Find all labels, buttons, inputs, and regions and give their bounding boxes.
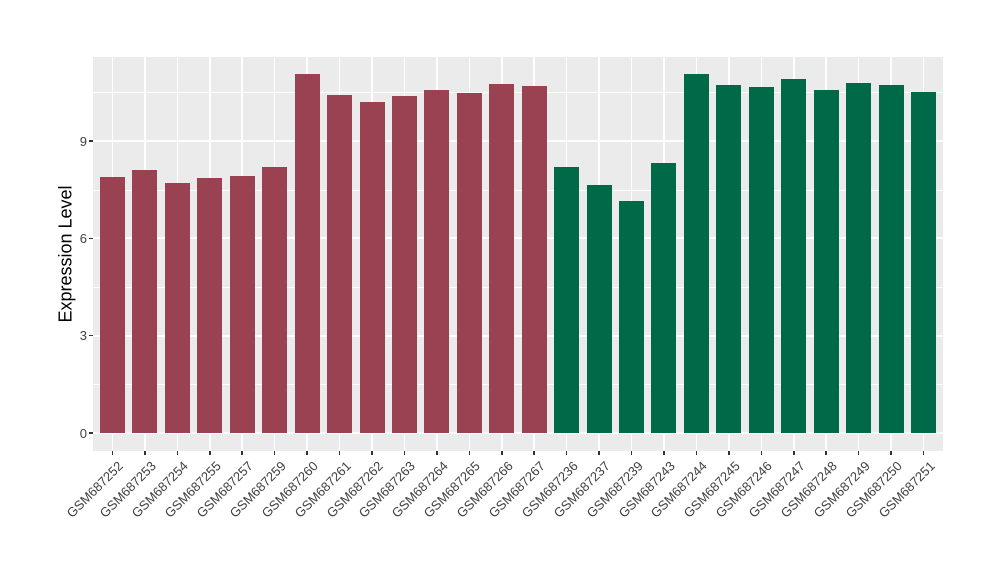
x-tick-mark [630,451,633,455]
bar [294,73,320,433]
bar [262,166,288,433]
x-tick-mark [241,451,243,455]
bar [554,166,580,433]
y-tick-mark [89,237,93,240]
x-tick-mark [306,451,308,455]
y-axis-title: Expression Level [55,185,76,323]
y-tick-mark [89,432,93,434]
x-tick-mark [695,451,698,455]
y-tick-label: 9 [79,133,87,149]
gridline-major [93,334,943,337]
bar [748,86,774,433]
y-tick-mark [89,334,93,337]
x-tick-mark [403,451,406,455]
x-tick-mark [760,451,763,455]
x-tick-mark [922,451,925,455]
y-tick-label: 3 [79,328,87,344]
bar [327,94,353,433]
bar [813,89,839,433]
x-tick-mark [273,451,276,455]
x-tick-mark [857,451,860,455]
gridline-major [93,140,943,143]
bar [586,185,612,433]
gridline-minor [93,189,943,191]
x-tick-mark [468,451,471,455]
bar [619,201,645,433]
x-tick-mark [728,451,730,455]
x-tick-mark [436,451,438,455]
x-tick-mark [371,451,373,455]
bar [911,91,937,433]
bar [878,84,904,433]
bar [683,74,709,433]
bar [521,85,547,433]
x-tick-mark [890,451,892,455]
bar [456,92,482,433]
x-tick-mark [111,451,114,455]
bar [716,84,742,433]
bar [164,183,190,433]
x-tick-mark [825,451,827,455]
y-tick-label: 6 [79,230,87,246]
gridline-minor [93,287,943,289]
gridline-major [93,432,943,434]
bar [489,83,515,433]
bar [391,95,417,433]
y-tick-label: 0 [79,425,87,441]
x-tick-mark [501,451,503,455]
x-tick-mark [565,451,568,455]
bar [424,89,450,433]
x-tick-mark [793,451,795,455]
bar [99,177,125,433]
x-tick-mark [598,451,600,455]
x-tick-mark [144,451,146,455]
x-tick-mark [338,451,341,455]
bar [359,101,385,433]
bar [846,82,872,433]
gridline-major [93,237,943,240]
x-tick-mark [663,451,665,455]
x-tick-mark [209,451,211,455]
bar [132,169,158,433]
gridline-minor [93,384,943,386]
gridline-minor [93,92,943,94]
bar [781,78,807,433]
x-tick-mark [176,451,179,455]
bar [229,176,255,433]
bar [197,178,223,433]
plot-panel [93,57,943,451]
y-tick-mark [89,140,93,142]
x-tick-mark [533,451,535,455]
bar [651,163,677,433]
